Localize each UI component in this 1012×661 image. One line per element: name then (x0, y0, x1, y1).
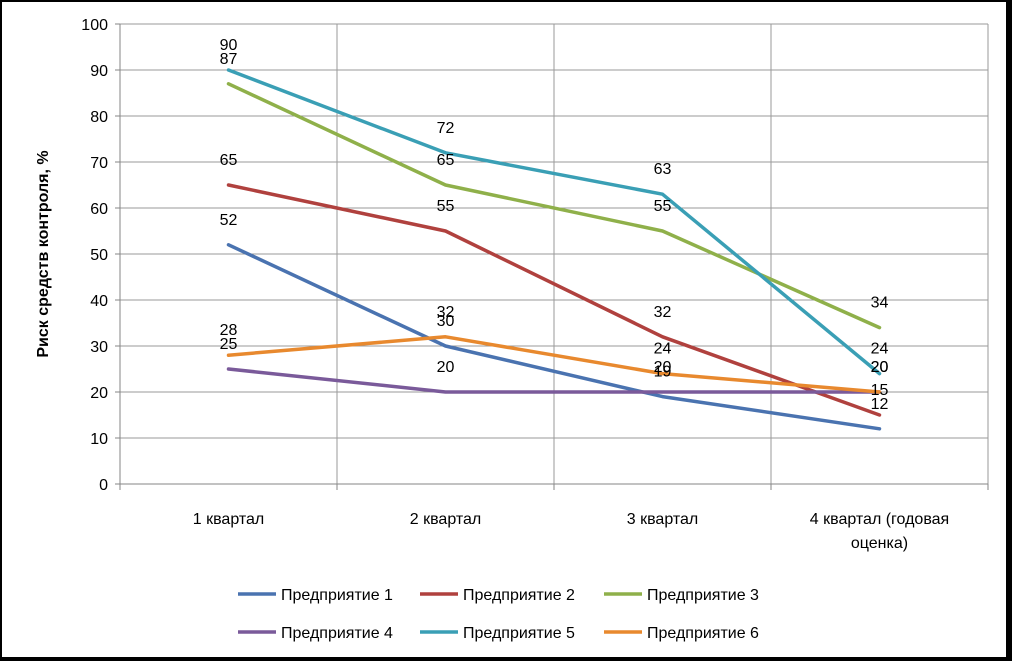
legend-label: Предприятие 6 (647, 625, 759, 642)
data-label: 55 (437, 198, 455, 215)
data-label: 87 (220, 51, 238, 68)
series-line-6 (226, 335, 882, 394)
x-tick-label: 3 квартал (627, 511, 699, 528)
y-tick-label: 30 (90, 339, 108, 356)
data-label: 15 (871, 382, 889, 399)
y-tick-label: 70 (90, 155, 108, 172)
y-axis-title: Риск средств контроля, % (35, 150, 52, 357)
data-label: 32 (437, 304, 455, 321)
x-tick-label: 2 квартал (410, 511, 482, 528)
y-tick-label: 80 (90, 109, 108, 126)
series-line-4 (226, 367, 882, 394)
data-label: 63 (654, 161, 672, 178)
y-tick-label: 50 (90, 247, 108, 264)
data-label: 20 (871, 359, 889, 376)
x-tick-label: 1 квартал (193, 511, 265, 528)
data-label: 24 (871, 341, 889, 358)
series-line-5 (226, 68, 882, 376)
data-label: 72 (437, 120, 455, 137)
data-label: 12 (871, 396, 889, 413)
y-tick-label: 60 (90, 201, 108, 218)
legend-label: Предприятие 3 (647, 587, 759, 604)
data-label: 19 (654, 364, 672, 381)
data-label: 34 (871, 295, 889, 312)
series-line-3 (226, 82, 882, 330)
data-label: 20 (437, 359, 455, 376)
data-label: 28 (220, 322, 238, 339)
legend-label: Предприятие 5 (463, 625, 575, 642)
y-tick-label: 10 (90, 431, 108, 448)
data-label: 20 (871, 359, 889, 376)
y-tick-label: 40 (90, 293, 108, 310)
x-tick-label: 4 квартал (годовая оценка) (810, 511, 949, 552)
legend-label: Предприятие 1 (281, 587, 393, 604)
data-label: 32 (654, 304, 672, 321)
data-label: 90 (220, 37, 238, 54)
data-label: 52 (220, 212, 238, 229)
data-label: 20 (654, 359, 672, 376)
y-tick-label: 20 (90, 385, 108, 402)
data-label: 65 (220, 152, 238, 169)
y-tick-label: 90 (90, 63, 108, 80)
series-line-1 (226, 243, 882, 431)
data-label: 55 (654, 198, 672, 215)
data-label: 24 (654, 341, 672, 358)
legend-label: Предприятие 4 (281, 625, 393, 642)
data-label: 30 (437, 313, 455, 330)
series-line-2 (226, 183, 882, 417)
legend-label: Предприятие 2 (463, 587, 575, 604)
data-label: 25 (220, 336, 238, 353)
y-tick-label: 100 (81, 17, 108, 34)
y-tick-label: 0 (99, 477, 108, 494)
data-label: 65 (437, 152, 455, 169)
